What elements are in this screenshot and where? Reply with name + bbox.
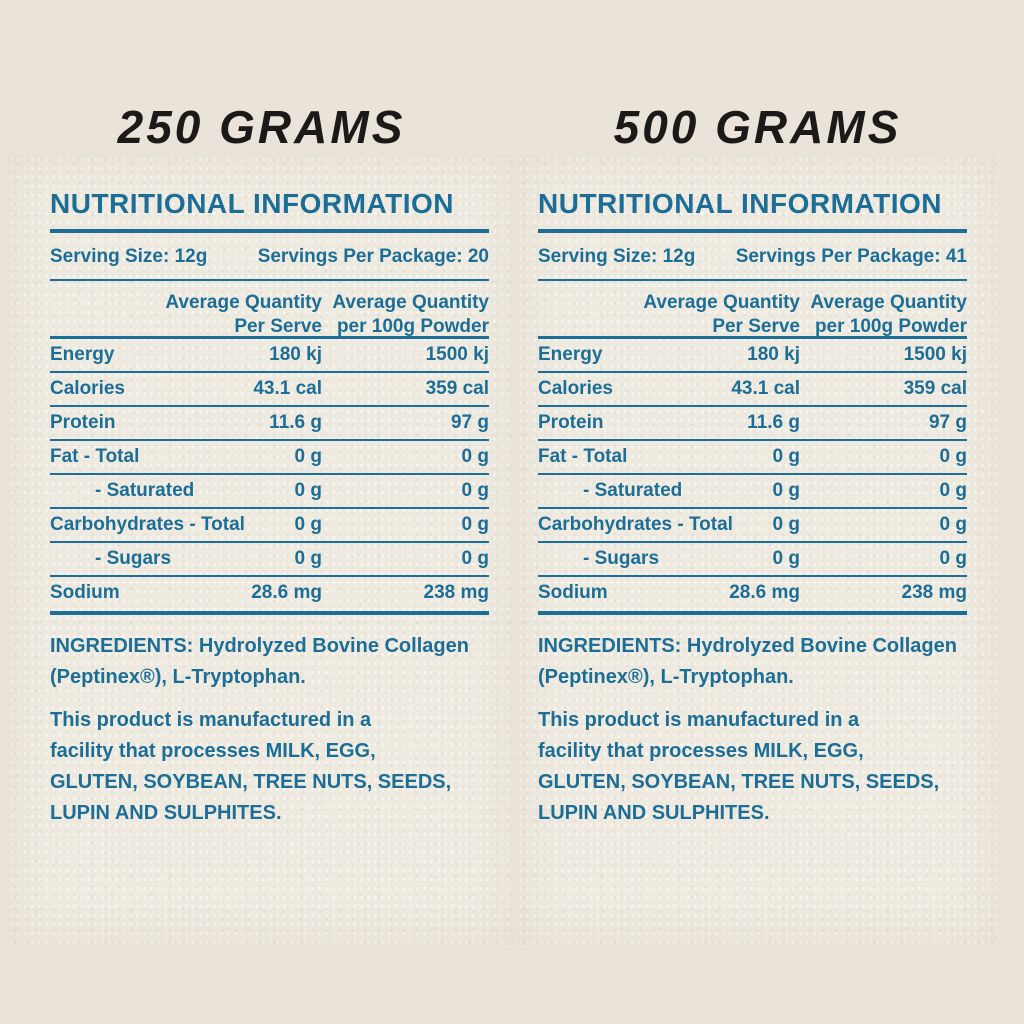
- row-value-per-100g: 0 g: [939, 480, 967, 501]
- heading-divider: [50, 229, 489, 233]
- table-row-fat-total: Fat - Total 0 g 0 g: [538, 441, 967, 475]
- row-value-per-serve: 0 g: [294, 446, 322, 467]
- serving-info-row: Serving Size: 12g Servings Per Package: …: [538, 247, 967, 267]
- row-value-per-serve: 0 g: [772, 446, 800, 467]
- row-value-per-100g: 0 g: [461, 514, 489, 535]
- table-row-protein: Protein 11.6 g 97 g: [538, 407, 967, 441]
- row-value-per-serve: 11.6 g: [747, 412, 800, 433]
- row-value-per-100g: 0 g: [939, 514, 967, 535]
- row-value-per-100g: 359 cal: [903, 378, 967, 399]
- column-header-per-100g: Average Quantity per 100g Powder: [332, 292, 489, 337]
- row-label: Energy: [538, 344, 603, 365]
- serving-divider: [538, 279, 967, 281]
- row-value-per-serve: 28.6 mg: [251, 582, 322, 603]
- ingredients-text: INGREDIENTS: Hydrolyzed Bovine Collagen …: [50, 635, 469, 688]
- serving-divider: [50, 279, 489, 281]
- row-value-per-100g: 97 g: [450, 412, 489, 433]
- table-row-energy: Energy 180 kj 1500 kj: [538, 339, 967, 373]
- row-label: - Sugars: [95, 548, 172, 569]
- table-row-sugars: - Sugars 0 g 0 g: [538, 543, 967, 577]
- row-value-per-100g: 1500 kj: [903, 344, 967, 365]
- row-value-per-serve: 28.6 mg: [729, 582, 800, 603]
- table-row-sugars: - Sugars 0 g 0 g: [50, 543, 489, 577]
- nutritional-information-heading: NUTRITIONAL INFORMATION: [50, 188, 454, 219]
- nutrition-label-500g: NUTRITIONAL INFORMATION Serving Size: 12…: [517, 155, 998, 945]
- serving-size: Serving Size: 12g: [538, 246, 696, 267]
- nutritional-information-heading: NUTRITIONAL INFORMATION: [538, 188, 942, 219]
- table-row-sodium: Sodium 28.6 mg 238 mg: [538, 577, 967, 611]
- row-value-per-100g: 0 g: [461, 480, 489, 501]
- row-label: - Saturated: [95, 480, 195, 501]
- size-title-500g: 500 GRAMS: [613, 101, 902, 153]
- row-value-per-100g: 1500 kj: [425, 344, 489, 365]
- row-value-per-100g: 0 g: [939, 446, 967, 467]
- row-label: Sodium: [50, 582, 120, 603]
- table-row-carbohydrates-total: Carbohydrates - Total 0 g 0 g: [50, 509, 489, 543]
- size-title-250g: 250 GRAMS: [117, 101, 406, 153]
- table-row-calories: Calories 43.1 cal 359 cal: [538, 373, 967, 407]
- row-label: Protein: [50, 412, 116, 433]
- row-value-per-100g: 238 mg: [423, 582, 489, 603]
- row-label: Fat - Total: [538, 446, 628, 467]
- nutrition-table: Energy 180 kj 1500 kj Calories 43.1 cal …: [50, 339, 489, 615]
- row-value-per-serve: 43.1 cal: [731, 378, 800, 399]
- table-column-headers: Average Quantity Per Serve Average Quant…: [538, 281, 967, 339]
- nutrition-label-250g-content: NUTRITIONAL INFORMATION Serving Size: 12…: [8, 155, 515, 945]
- row-value-per-serve: 11.6 g: [269, 412, 322, 433]
- row-value-per-serve: 43.1 cal: [253, 378, 322, 399]
- row-label: - Sugars: [583, 548, 660, 569]
- row-value-per-serve: 180 kj: [269, 344, 322, 365]
- table-row-energy: Energy 180 kj 1500 kj: [50, 339, 489, 373]
- column-header-per-serve: Average Quantity Per Serve: [165, 292, 322, 337]
- row-value-per-100g: 0 g: [939, 548, 967, 569]
- servings-per-package: Servings Per Package: 20: [257, 246, 489, 267]
- allergen-facility-notice: This product is manufactured in a facili…: [538, 709, 940, 824]
- row-value-per-serve: 0 g: [772, 548, 800, 569]
- table-column-headers: Average Quantity Per Serve Average Quant…: [50, 281, 489, 339]
- row-label: Sodium: [538, 582, 608, 603]
- row-label: Carbohydrates - Total: [538, 514, 733, 535]
- nutrition-label-500g-content: NUTRITIONAL INFORMATION Serving Size: 12…: [517, 155, 998, 945]
- heading-divider: [538, 229, 967, 233]
- table-row-fat-total: Fat - Total 0 g 0 g: [50, 441, 489, 475]
- row-value-per-100g: 0 g: [461, 446, 489, 467]
- row-label: Calories: [538, 378, 613, 399]
- table-row-carbohydrates-total: Carbohydrates - Total 0 g 0 g: [538, 509, 967, 543]
- row-value-per-serve: 0 g: [294, 480, 322, 501]
- row-value-per-serve: 0 g: [294, 514, 322, 535]
- allergen-facility-notice: This product is manufactured in a facili…: [50, 709, 452, 824]
- row-value-per-serve: 180 kj: [747, 344, 800, 365]
- column-header-per-serve: Average Quantity Per Serve: [643, 292, 800, 337]
- table-row-sodium: Sodium 28.6 mg 238 mg: [50, 577, 489, 611]
- row-label: Carbohydrates - Total: [50, 514, 245, 535]
- table-row-fat-saturated: - Saturated 0 g 0 g: [50, 475, 489, 509]
- nutrition-label-250g: NUTRITIONAL INFORMATION Serving Size: 12…: [8, 155, 515, 945]
- serving-info-row: Serving Size: 12g Servings Per Package: …: [50, 247, 489, 267]
- row-value-per-100g: 238 mg: [901, 582, 967, 603]
- row-value-per-100g: 0 g: [461, 548, 489, 569]
- table-row-protein: Protein 11.6 g 97 g: [50, 407, 489, 441]
- row-value-per-serve: 0 g: [772, 514, 800, 535]
- table-row-fat-saturated: - Saturated 0 g 0 g: [538, 475, 967, 509]
- serving-size: Serving Size: 12g: [50, 246, 208, 267]
- ingredients-text: INGREDIENTS: Hydrolyzed Bovine Collagen …: [538, 635, 957, 688]
- table-row-calories: Calories 43.1 cal 359 cal: [50, 373, 489, 407]
- servings-per-package: Servings Per Package: 41: [735, 246, 967, 267]
- row-label: Protein: [538, 412, 604, 433]
- row-value-per-serve: 0 g: [772, 480, 800, 501]
- row-value-per-100g: 359 cal: [425, 378, 489, 399]
- nutrition-table: Energy 180 kj 1500 kj Calories 43.1 cal …: [538, 339, 967, 615]
- row-label: - Saturated: [583, 480, 683, 501]
- row-value-per-serve: 0 g: [294, 548, 322, 569]
- row-label: Fat - Total: [50, 446, 140, 467]
- row-label: Energy: [50, 344, 115, 365]
- row-value-per-100g: 97 g: [928, 412, 967, 433]
- column-header-per-100g: Average Quantity per 100g Powder: [810, 292, 967, 337]
- row-label: Calories: [50, 378, 125, 399]
